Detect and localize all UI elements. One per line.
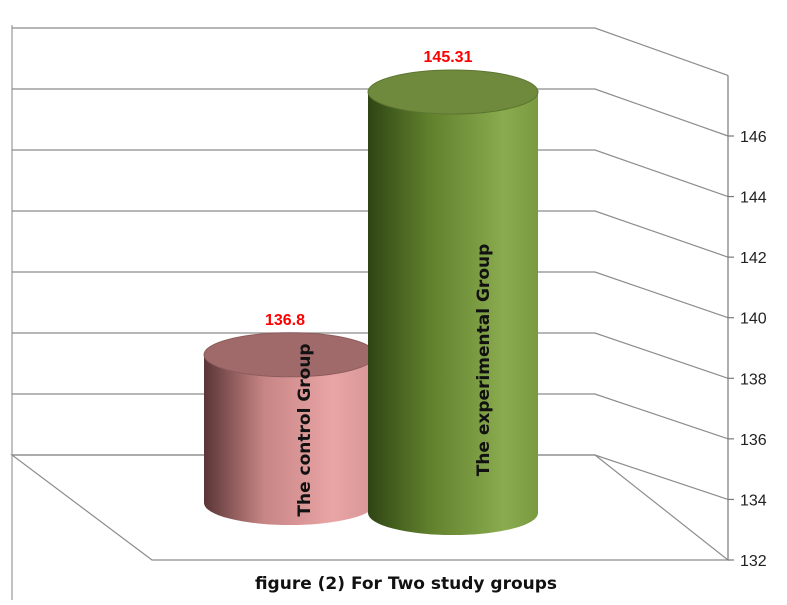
gridline: [12, 149, 729, 198]
y-tick-label: 142: [740, 250, 767, 267]
bar-top: [367, 69, 539, 115]
bar: The control Group: [203, 332, 377, 525]
y-tick-label: 146: [740, 129, 767, 146]
y-tick-label: 132: [740, 553, 767, 570]
bar-category-label: The experimental Group: [474, 244, 494, 477]
y-tick-label: 144: [740, 190, 767, 207]
bar: The experimental Group: [367, 69, 539, 535]
gridline: [12, 271, 729, 319]
y-tick-label: 136: [740, 432, 767, 449]
gridline: [12, 88, 729, 137]
gridline: [12, 27, 729, 76]
bar-top: [203, 332, 377, 378]
gridline: [12, 332, 729, 379]
y-tick-label: 140: [740, 311, 767, 328]
value-labels: 136.8 145.31: [265, 49, 473, 329]
y-tick-label: 138: [740, 371, 767, 388]
bar-value-label: 145.31: [424, 49, 473, 66]
bars: The control Group The experimental Group: [203, 69, 539, 535]
y-tick-label: 134: [740, 492, 767, 509]
bar-body: [368, 92, 538, 535]
y-axis: 132 134 136 138 140 142 144 146: [727, 75, 767, 570]
gridline: [12, 210, 729, 258]
bar-value-label: 136.8: [265, 312, 305, 329]
bar-category-label: The control Group: [295, 343, 315, 516]
bar-body: [204, 354, 376, 525]
chart-caption: figure (2) For Two study groups: [255, 574, 557, 594]
